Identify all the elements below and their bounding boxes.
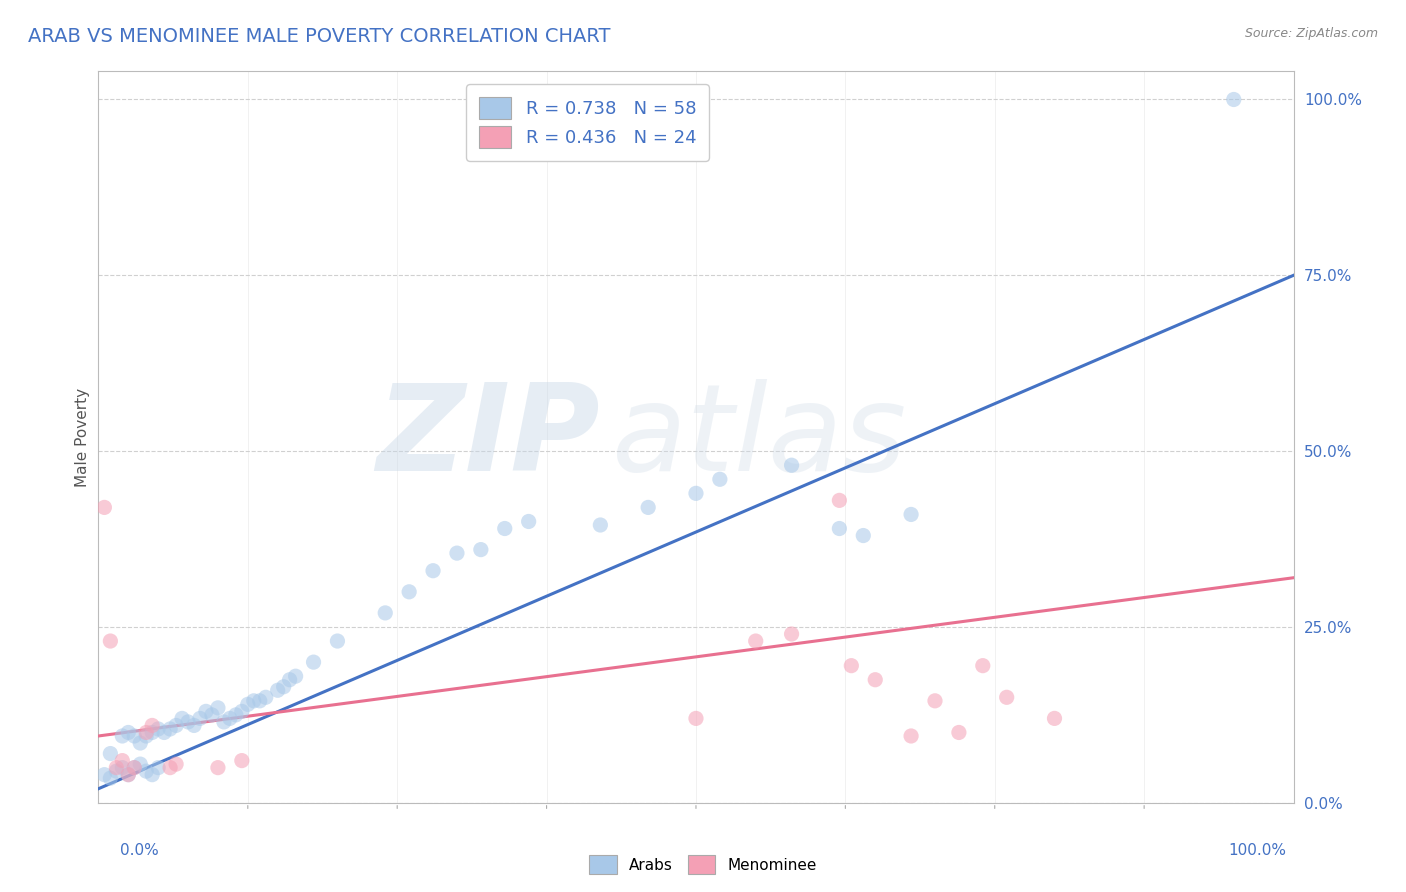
Point [105,761,128,775]
Point [117,767,139,781]
Point [231,754,253,768]
Point [207,761,229,775]
Point [98,634,122,648]
Point [828,521,851,535]
Point [141,718,163,732]
Text: 100.0%: 100.0% [1229,843,1286,858]
Point [219,711,242,725]
Point [326,634,349,648]
Point [446,546,468,560]
Point [201,707,224,722]
Point [231,705,253,719]
Point [124,761,146,775]
Point [212,714,235,729]
Point [148,722,170,736]
Point [124,729,146,743]
Point [1223,93,1246,107]
Point [141,725,163,739]
Text: 0.0%: 0.0% [120,843,159,858]
Point [135,725,157,739]
Point [589,518,612,533]
Point [183,718,205,732]
Point [188,711,211,725]
Point [494,521,516,535]
Point [135,764,157,779]
Point [924,694,946,708]
Point [159,722,181,736]
Point [165,757,187,772]
Point [254,690,277,705]
Point [267,683,290,698]
Point [828,493,851,508]
Point [111,761,134,775]
Point [1043,711,1066,725]
Text: ARAB VS MENOMINEE MALE POVERTY CORRELATION CHART: ARAB VS MENOMINEE MALE POVERTY CORRELATI… [28,27,610,45]
Point [517,515,540,529]
Point [852,528,875,542]
Point [780,458,803,473]
Point [124,761,146,775]
Legend: Arabs, Menominee: Arabs, Menominee [583,849,823,880]
Point [972,658,994,673]
Point [207,701,229,715]
Point [177,714,200,729]
Point [865,673,887,687]
Point [105,764,128,779]
Point [117,725,139,739]
Point [159,761,181,775]
Point [685,711,707,725]
Point [398,584,420,599]
Point [93,500,115,515]
Point [841,658,863,673]
Point [948,725,970,739]
Point [470,542,492,557]
Point [172,711,194,725]
Point [249,694,271,708]
Point [900,729,922,743]
Point [98,747,122,761]
Text: Source: ZipAtlas.com: Source: ZipAtlas.com [1244,27,1378,40]
Point [780,627,803,641]
Point [153,725,176,739]
Point [273,680,295,694]
Point [141,767,163,781]
Point [243,694,266,708]
Text: atlas: atlas [613,378,908,496]
Point [98,771,122,785]
Point [278,673,301,687]
Point [900,508,922,522]
Point [195,705,218,719]
Point [225,707,247,722]
Legend: R = 0.738   N = 58, R = 0.436   N = 24: R = 0.738 N = 58, R = 0.436 N = 24 [465,84,709,161]
Point [745,634,768,648]
Y-axis label: Male Poverty: Male Poverty [75,387,90,487]
Point [148,761,170,775]
Point [93,767,115,781]
Point [302,655,325,669]
Point [165,718,187,732]
Point [422,564,444,578]
Point [637,500,659,515]
Point [135,729,157,743]
Point [685,486,707,500]
Point [709,472,731,486]
Point [111,729,134,743]
Point [111,754,134,768]
Point [129,736,152,750]
Point [374,606,396,620]
Point [236,698,259,712]
Point [284,669,307,683]
Point [129,757,152,772]
Text: ZIP: ZIP [377,378,600,496]
Point [117,767,139,781]
Point [995,690,1018,705]
